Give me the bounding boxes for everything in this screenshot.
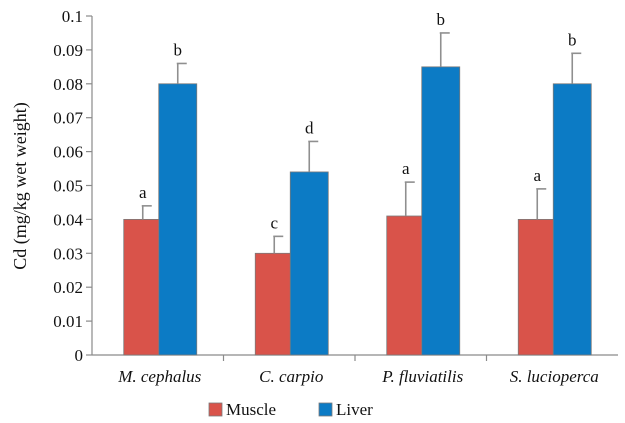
category-labels: M. cephalus C. carpio P. fluviatilis S. luc… — [117, 367, 599, 386]
bars — [123, 66, 592, 356]
error-bars — [141, 32, 582, 254]
y-tick-label: 0.01 — [53, 312, 83, 331]
bar-liver-2 — [421, 66, 461, 356]
y-tick-label: 0.1 — [62, 7, 83, 26]
legend: Muscle Liver — [208, 400, 373, 419]
significance-label-muscle-2: a — [402, 159, 410, 178]
y-tick-label: 0.05 — [53, 177, 83, 196]
y-tick-label: 0.07 — [53, 109, 83, 128]
significance-label-liver-2: b — [437, 10, 446, 29]
legend-label-muscle: Muscle — [226, 400, 276, 419]
significance-label-liver-3: b — [568, 30, 577, 49]
significance-label-muscle-3: a — [533, 166, 541, 185]
significance-labels: a b c d a b a b — [139, 10, 577, 232]
legend-swatch-liver — [318, 402, 333, 417]
significance-label-liver-1: d — [305, 118, 314, 137]
y-tick-label: 0.03 — [53, 244, 83, 263]
significance-label-muscle-0: a — [139, 183, 147, 202]
bar-liver-0 — [158, 83, 198, 356]
legend-label-liver: Liver — [336, 400, 373, 419]
bar-muscle-3 — [517, 218, 557, 356]
category-label-0: M. cephalus — [117, 367, 201, 386]
y-tick-label: 0.09 — [53, 41, 83, 60]
category-label-3: S. lucioperca — [510, 367, 599, 386]
y-axis-label: Cd (mg/kg wet weight) — [10, 102, 31, 269]
legend-swatch-muscle — [208, 402, 223, 417]
bar-muscle-1 — [254, 252, 294, 356]
bar-muscle-2 — [386, 215, 426, 356]
significance-label-liver-0: b — [174, 40, 183, 59]
y-tick-label: 0.02 — [53, 278, 83, 297]
bar-liver-1 — [289, 171, 329, 356]
bar-muscle-0 — [123, 218, 163, 356]
category-label-1: C. carpio — [259, 367, 323, 386]
y-axis: 0 0.01 0.02 0.03 0.04 0.05 0.06 0.07 0.08 0.09 0.1 — [53, 7, 93, 365]
y-tick-label: 0.06 — [53, 143, 83, 162]
significance-label-muscle-1: c — [270, 213, 278, 232]
bar-liver-3 — [552, 83, 592, 356]
y-tick-label: 0.08 — [53, 75, 83, 94]
y-tick-label: 0.04 — [53, 210, 83, 229]
y-tick-label: 0 — [75, 346, 84, 365]
category-label-2: P. fluviatilis — [381, 367, 463, 386]
x-axis — [92, 354, 618, 361]
